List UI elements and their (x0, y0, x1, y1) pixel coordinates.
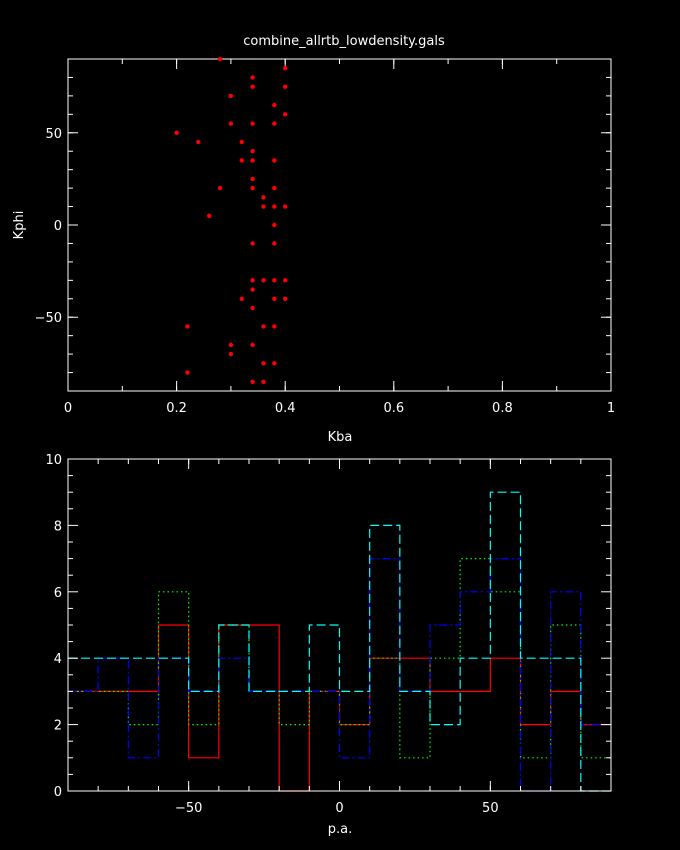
scatter-point (283, 296, 288, 301)
scatter-point (272, 185, 277, 191)
scatter-point (272, 102, 277, 108)
scatter-point (217, 56, 223, 62)
scatter-point (250, 75, 255, 80)
scatter-point (261, 361, 266, 366)
scatter-point (206, 213, 212, 218)
histogram-series (68, 491, 611, 792)
histogram-y-ticks: 0 2 4 6 8 10 (45, 453, 611, 800)
scatter-point (250, 121, 255, 126)
x-tick-label: 0.4 (275, 401, 296, 416)
scatter-point (185, 324, 190, 329)
x-tick-label: −50 (175, 801, 202, 816)
scatter-point (283, 278, 288, 283)
scatter-point (250, 379, 255, 384)
x-tick-label: 0.8 (492, 401, 513, 416)
scatter-points (174, 56, 288, 384)
scatter-point (239, 158, 244, 163)
histogram-x-ticks: −50 0 50 (175, 459, 499, 816)
scatter-point (217, 185, 223, 191)
scatter-point (174, 130, 179, 135)
scatter-point (283, 112, 288, 117)
scatter-point (250, 342, 255, 348)
scatter-point (272, 241, 277, 246)
scatter-point (185, 370, 190, 375)
x-tick-label: 50 (482, 801, 499, 816)
y-tick-label: −50 (35, 311, 62, 326)
scatter-point (250, 158, 255, 163)
scatter-y-ticks: −50 0 50 (35, 127, 611, 326)
scatter-point (228, 121, 234, 126)
scatter-point (228, 93, 234, 99)
scatter-point (228, 342, 234, 348)
x-tick-label: 0.6 (383, 401, 404, 416)
y-tick-label: 4 (54, 652, 62, 667)
scatter-point (261, 204, 266, 209)
scatter-point (272, 158, 277, 163)
scatter-point (283, 66, 288, 71)
x-tick-label: 0 (64, 401, 72, 416)
scatter-point (272, 121, 277, 126)
x-tick-label: 0 (335, 801, 343, 816)
y-tick-label: 8 (54, 519, 62, 534)
histogram-series-line (68, 558, 611, 792)
scatter-x-ticks: 0 0.2 0.4 0.6 0.8 1 (64, 59, 615, 416)
scatter-point (261, 278, 266, 283)
scatter-point (261, 379, 266, 384)
scatter-point (261, 195, 266, 200)
scatter-point (250, 149, 255, 154)
y-tick-label: 0 (54, 219, 62, 234)
y-tick-label: 0 (54, 785, 62, 800)
scatter-point (272, 296, 277, 301)
y-tick-label: 10 (45, 453, 62, 468)
scatter-point (283, 204, 288, 209)
histogram-series-line (68, 491, 611, 792)
histogram-x-axis-label: p.a. (328, 822, 352, 837)
scatter-point (250, 241, 255, 246)
figure-title: combine_allrtb_lowdensity.gals (243, 34, 445, 49)
scatter-point (272, 361, 277, 366)
histogram-plot: −50 0 50 0 2 4 6 8 10 p.a. (45, 453, 612, 837)
scatter-point (272, 278, 277, 283)
scatter-point (250, 278, 255, 283)
scatter-point (239, 296, 244, 301)
scatter-point (250, 305, 255, 311)
scatter-point (196, 139, 201, 145)
x-tick-label: 1 (607, 401, 615, 416)
scatter-point (283, 84, 288, 89)
x-tick-label: 0.2 (166, 401, 187, 416)
scatter-point (250, 84, 255, 89)
scatter-point (272, 324, 277, 329)
scatter-x-axis-label: Kba (328, 430, 353, 445)
y-tick-label: 2 (54, 719, 62, 734)
scatter-point (250, 287, 255, 292)
scatter-point (272, 222, 277, 228)
scatter-plot: 0 0.2 0.4 0.6 0.8 1 −50 0 50 Kba Kphi (12, 56, 615, 445)
y-tick-label: 50 (45, 127, 62, 142)
y-tick-label: 6 (54, 586, 62, 601)
scatter-point (239, 139, 244, 145)
scatter-point (261, 324, 266, 329)
scatter-point (250, 185, 255, 191)
scatter-point (272, 204, 277, 209)
scatter-point (250, 176, 255, 182)
scatter-y-axis-label: Kphi (12, 211, 27, 240)
scatter-point (228, 351, 234, 357)
